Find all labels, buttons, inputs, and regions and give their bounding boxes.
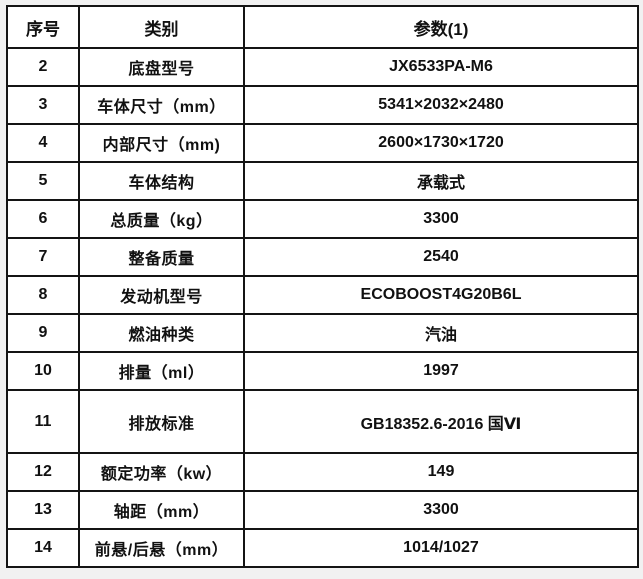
table-row: 3 车体尺寸（mm） 5341×2032×2480 bbox=[6, 85, 639, 125]
table-row: 5 车体结构 承载式 bbox=[6, 161, 639, 201]
row-value: 汽油 bbox=[243, 313, 639, 353]
row-serial-number: 4 bbox=[6, 123, 80, 163]
row-category: 排量（ml） bbox=[78, 351, 245, 391]
row-category: 轴距（mm） bbox=[78, 490, 245, 530]
row-category: 车体尺寸（mm） bbox=[78, 85, 245, 125]
header-serial-number: 序号 bbox=[6, 5, 80, 49]
table-row: 9 燃油种类 汽油 bbox=[6, 313, 639, 353]
row-serial-number: 14 bbox=[6, 528, 80, 568]
table-row: 14 前悬/后悬（mm） 1014/1027 bbox=[6, 528, 639, 568]
row-value: GB18352.6-2016 国Ⅵ bbox=[243, 389, 639, 454]
row-category: 车体结构 bbox=[78, 161, 245, 201]
row-serial-number: 3 bbox=[6, 85, 80, 125]
row-category: 燃油种类 bbox=[78, 313, 245, 353]
row-serial-number: 7 bbox=[6, 237, 80, 277]
table-row: 7 整备质量 2540 bbox=[6, 237, 639, 277]
row-category: 排放标准 bbox=[78, 389, 245, 454]
row-value: JX6533PA-M6 bbox=[243, 47, 639, 87]
table-row: 10 排量（ml） 1997 bbox=[6, 351, 639, 391]
row-category: 前悬/后悬（mm） bbox=[78, 528, 245, 568]
row-serial-number: 8 bbox=[6, 275, 80, 315]
table-row: 8 发动机型号 ECOBOOST4G20B6L bbox=[6, 275, 639, 315]
row-serial-number: 2 bbox=[6, 47, 80, 87]
header-parameter: 参数(1) bbox=[243, 5, 639, 49]
row-category: 额定功率（kw） bbox=[78, 452, 245, 492]
row-category: 总质量（kg） bbox=[78, 199, 245, 239]
header-category: 类别 bbox=[78, 5, 245, 49]
table-row: 4 内部尺寸（mm) 2600×1730×1720 bbox=[6, 123, 639, 163]
row-value: 承载式 bbox=[243, 161, 639, 201]
vehicle-spec-table: 序号 类别 参数(1) 2 底盘型号 JX6533PA-M6 3 车体尺寸（mm） 534… bbox=[6, 5, 639, 568]
row-value: 2600×1730×1720 bbox=[243, 123, 639, 163]
row-serial-number: 9 bbox=[6, 313, 80, 353]
row-serial-number: 10 bbox=[6, 351, 80, 391]
header-row: 序号 类别 参数(1) bbox=[6, 5, 639, 49]
row-value: 3300 bbox=[243, 490, 639, 530]
row-serial-number: 12 bbox=[6, 452, 80, 492]
table-row: 12 额定功率（kw） 149 bbox=[6, 452, 639, 492]
row-serial-number: 11 bbox=[6, 389, 80, 454]
row-value: 149 bbox=[243, 452, 639, 492]
table-row: 13 轴距（mm） 3300 bbox=[6, 490, 639, 530]
table-body: 2 底盘型号 JX6533PA-M6 3 车体尺寸（mm） 5341×2032×2480 4… bbox=[6, 47, 639, 568]
row-category: 底盘型号 bbox=[78, 47, 245, 87]
row-serial-number: 6 bbox=[6, 199, 80, 239]
table-row: 2 底盘型号 JX6533PA-M6 bbox=[6, 47, 639, 87]
row-category: 整备质量 bbox=[78, 237, 245, 277]
table-row: 6 总质量（kg） 3300 bbox=[6, 199, 639, 239]
table-row: 11 排放标准 GB18352.6-2016 国Ⅵ bbox=[6, 389, 639, 454]
row-value: 1014/1027 bbox=[243, 528, 639, 568]
row-category: 发动机型号 bbox=[78, 275, 245, 315]
row-serial-number: 5 bbox=[6, 161, 80, 201]
row-value: ECOBOOST4G20B6L bbox=[243, 275, 639, 315]
row-value: 3300 bbox=[243, 199, 639, 239]
row-value: 5341×2032×2480 bbox=[243, 85, 639, 125]
row-category: 内部尺寸（mm) bbox=[78, 123, 245, 163]
row-value: 2540 bbox=[243, 237, 639, 277]
row-value: 1997 bbox=[243, 351, 639, 391]
row-serial-number: 13 bbox=[6, 490, 80, 530]
